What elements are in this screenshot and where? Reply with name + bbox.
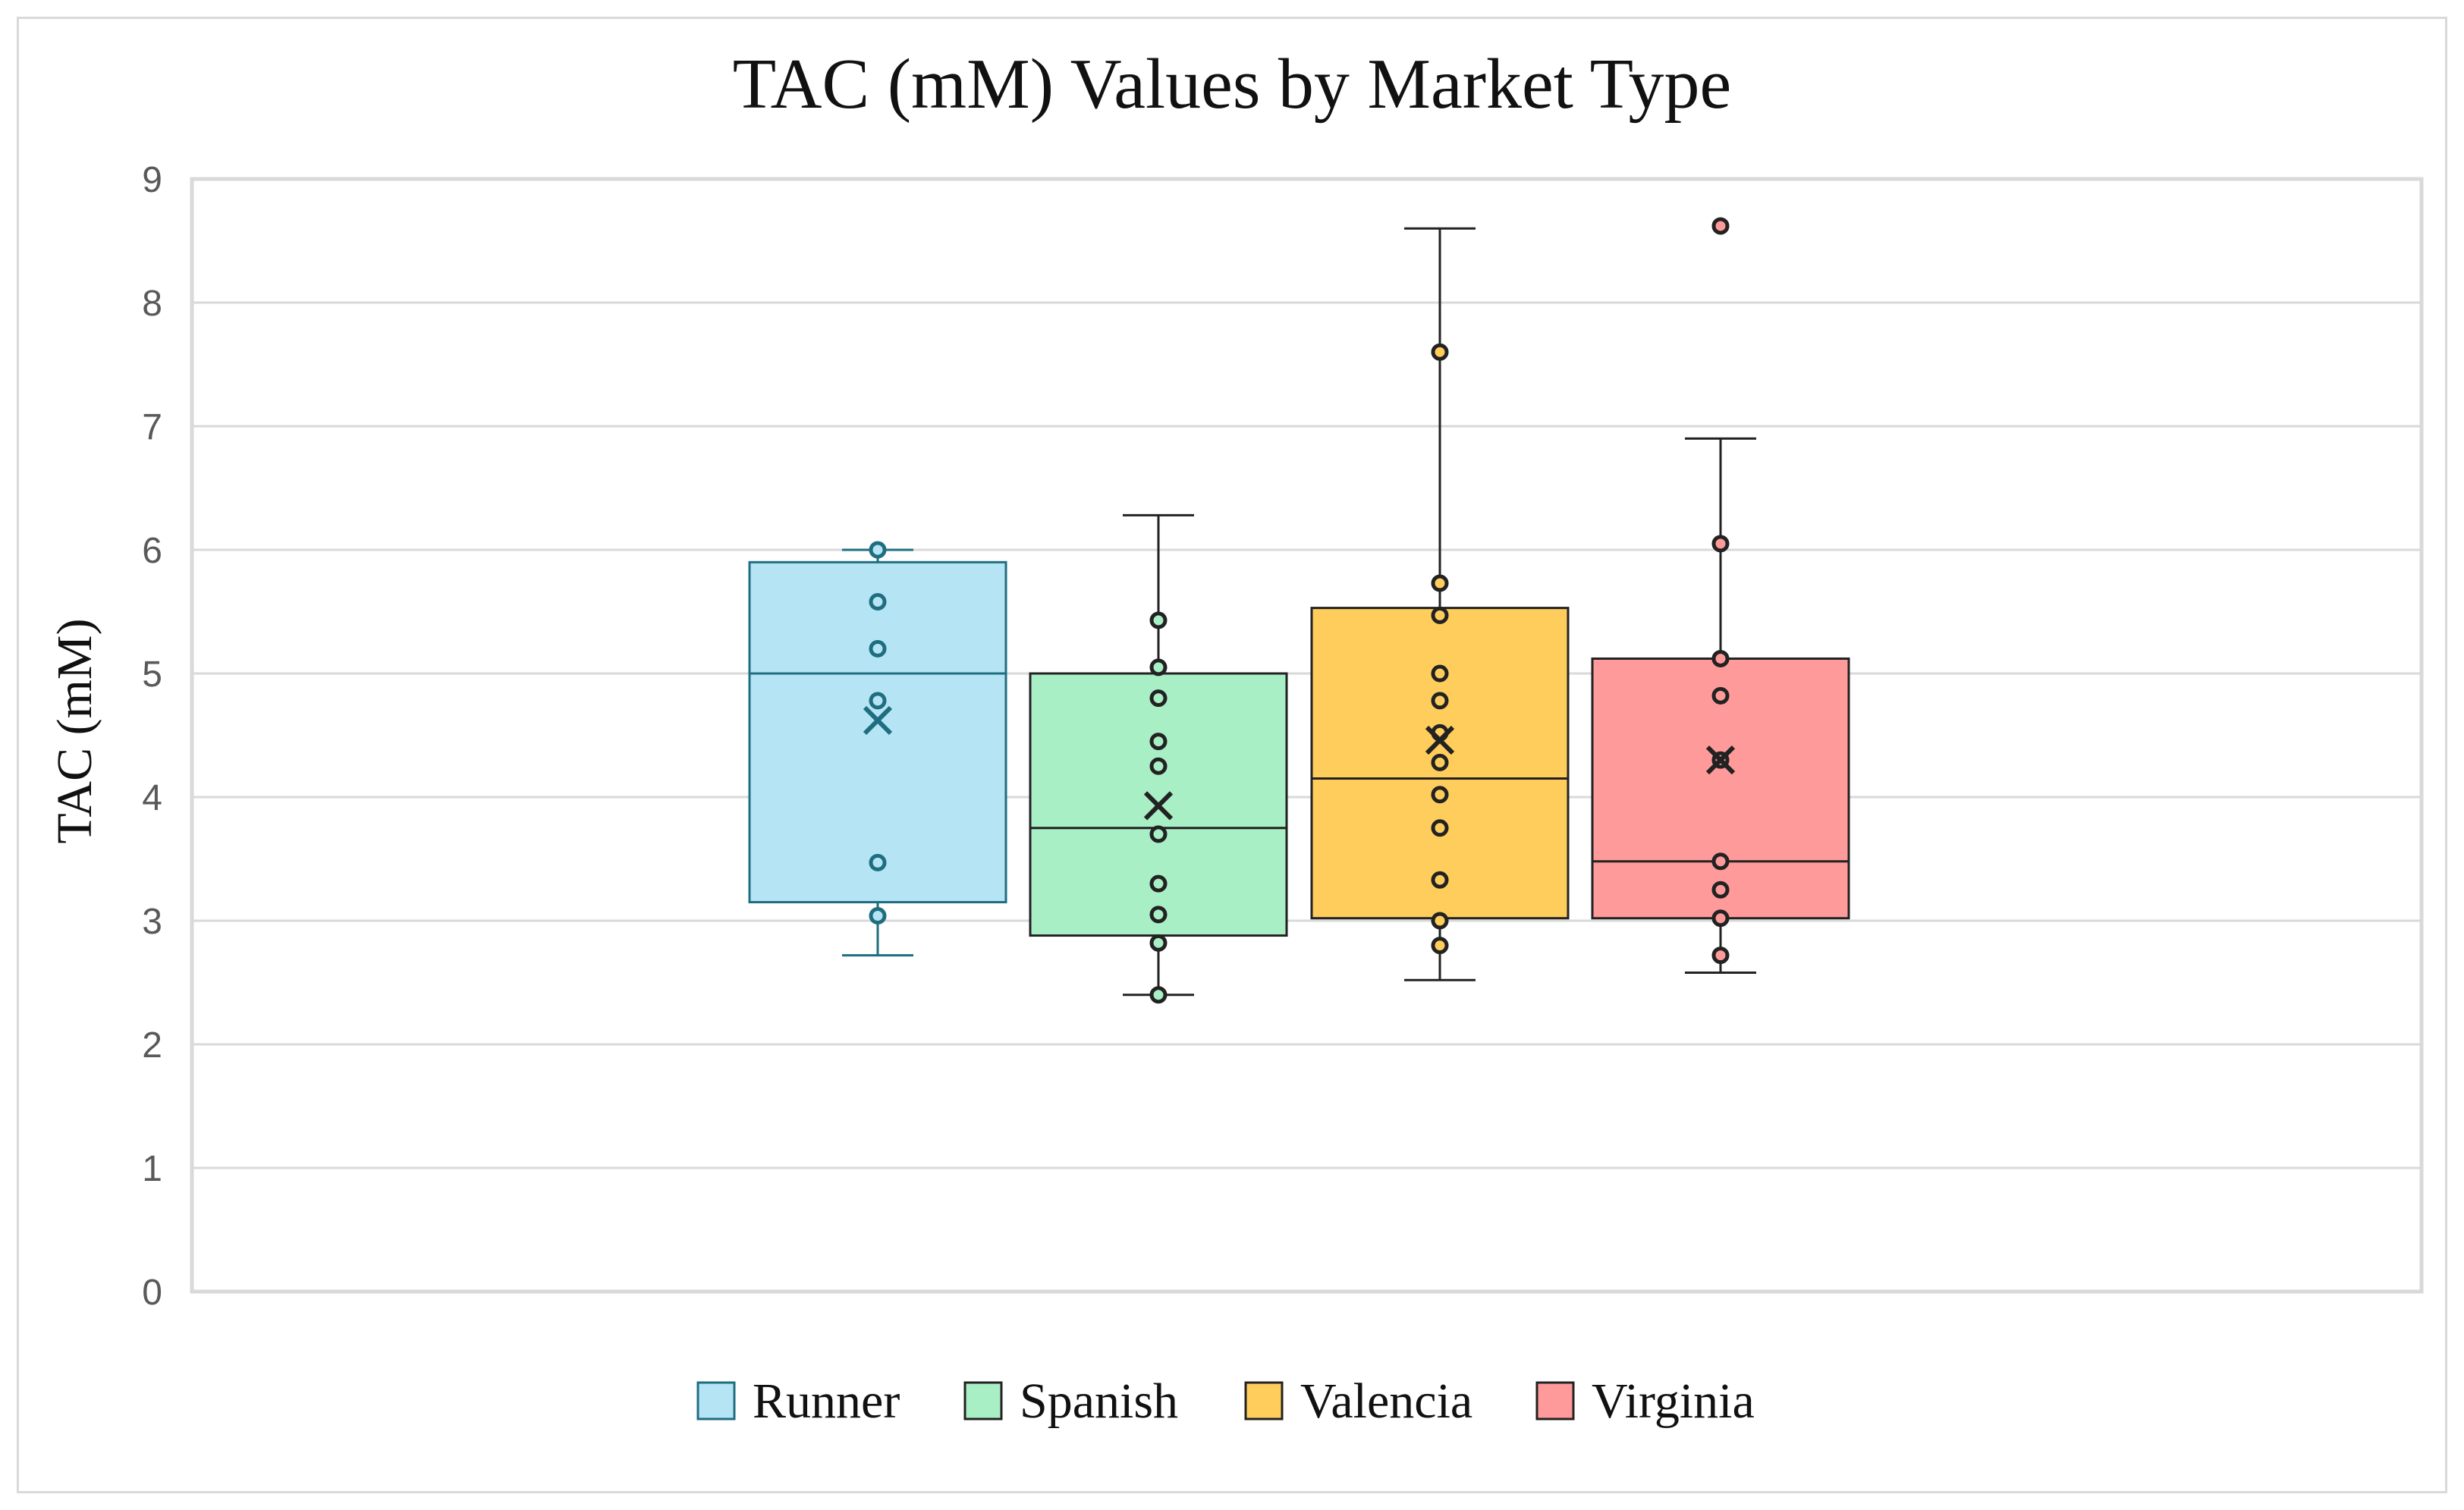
mean-marker-stroke xyxy=(1425,725,1455,755)
legend-item-virginia: Virginia xyxy=(1535,1373,1755,1429)
data-point xyxy=(869,692,887,710)
data-point xyxy=(1149,757,1168,775)
iqr-box xyxy=(748,560,1007,904)
data-point xyxy=(1149,986,1168,1004)
data-point xyxy=(1711,909,1730,928)
data-point xyxy=(1431,753,1449,771)
y-tick-label: 3 xyxy=(142,902,162,942)
data-point xyxy=(1711,852,1730,871)
y-tick-label: 9 xyxy=(142,160,162,200)
legend-swatch xyxy=(1244,1381,1284,1421)
data-point xyxy=(1149,934,1168,952)
data-point xyxy=(1149,611,1168,629)
legend-label: Virginia xyxy=(1592,1373,1755,1429)
mean-marker-stroke xyxy=(863,705,893,736)
data-point xyxy=(1149,874,1168,893)
series-group xyxy=(748,217,1850,1004)
mean-marker xyxy=(1705,745,1736,775)
data-point xyxy=(1711,649,1730,667)
y-tick-label: 0 xyxy=(142,1273,162,1313)
y-tick-label: 6 xyxy=(142,531,162,571)
data-point xyxy=(1431,664,1449,683)
series-valencia xyxy=(1310,227,1570,981)
data-point xyxy=(869,639,887,658)
y-tick-label: 1 xyxy=(142,1149,162,1189)
legend-label: Runner xyxy=(753,1373,900,1429)
series-runner xyxy=(748,541,1007,957)
y-axis-title: TAC (mM) xyxy=(47,618,102,843)
legend-label: Valencia xyxy=(1300,1373,1472,1429)
plot-area xyxy=(190,177,2424,1294)
y-tick-label: 5 xyxy=(142,655,162,695)
data-point xyxy=(869,541,887,559)
mean-marker-stroke xyxy=(1143,791,1174,821)
legend: Runner Spanish Valencia Virginia xyxy=(696,1373,1755,1429)
data-point xyxy=(1149,733,1168,751)
data-point xyxy=(1431,692,1449,710)
legend-swatch xyxy=(696,1381,736,1421)
data-point xyxy=(1149,658,1168,677)
series-virginia xyxy=(1591,217,1850,974)
data-point xyxy=(1431,819,1449,837)
data-point xyxy=(1711,881,1730,899)
data-point xyxy=(869,853,887,871)
data-point xyxy=(1431,606,1449,624)
series-spanish xyxy=(1029,513,1288,1004)
data-point xyxy=(1431,343,1449,361)
data-point xyxy=(1149,906,1168,924)
chart-title: TAC (mM) Values by Market Type xyxy=(733,45,1732,124)
y-tick-label: 4 xyxy=(142,778,162,818)
y-tick-label: 7 xyxy=(142,407,162,447)
data-point xyxy=(1431,786,1449,804)
y-tick-label: 2 xyxy=(142,1025,162,1066)
data-point xyxy=(1711,946,1730,965)
mean-marker xyxy=(1425,725,1455,755)
data-point xyxy=(1431,937,1449,955)
data-point xyxy=(1711,535,1730,553)
y-axis-ticks: 0 1 2 3 4 5 6 7 8 9 xyxy=(142,160,162,1313)
legend-item-runner: Runner xyxy=(696,1373,900,1429)
data-point xyxy=(1149,689,1168,708)
mean-marker-stroke xyxy=(1705,745,1736,775)
mean-marker xyxy=(863,705,893,736)
gridlines xyxy=(192,177,2422,1169)
mean-marker xyxy=(1143,791,1174,821)
legend-swatch xyxy=(1535,1381,1575,1421)
legend-item-spanish: Spanish xyxy=(963,1373,1178,1429)
data-point xyxy=(1431,871,1449,889)
legend-label: Spanish xyxy=(1020,1373,1178,1429)
data-point xyxy=(1431,574,1449,592)
data-point xyxy=(1431,912,1449,930)
legend-swatch xyxy=(963,1381,1003,1421)
legend-item-valencia: Valencia xyxy=(1244,1373,1472,1429)
data-point xyxy=(1149,825,1168,843)
data-point xyxy=(1711,686,1730,705)
data-point xyxy=(1711,217,1730,235)
y-tick-label: 8 xyxy=(142,284,162,324)
data-point xyxy=(869,906,887,925)
data-point xyxy=(869,592,887,611)
